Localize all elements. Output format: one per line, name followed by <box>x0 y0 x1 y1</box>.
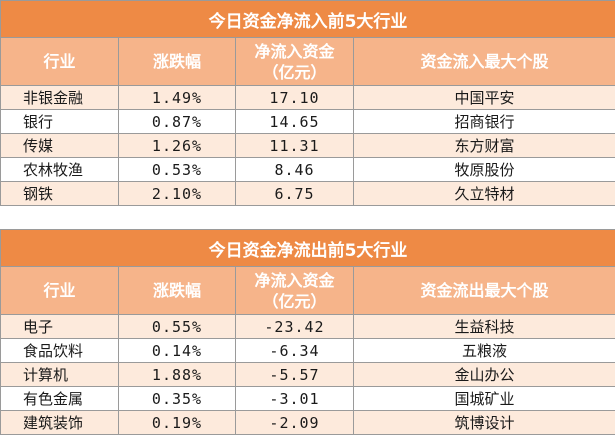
change-cell: 2.10% <box>118 181 236 206</box>
inflow-title: 今日资金净流入前5大行业 <box>0 0 615 38</box>
table-row: 农林牧渔 0.53% 8.46 牧原股份 <box>0 157 615 182</box>
top-stock-cell: 中国平安 <box>352 85 615 110</box>
net-flow-cell: -2.09 <box>235 410 354 435</box>
net-flow-cell: -23.42 <box>235 314 354 339</box>
table-row: 电子 0.55% -23.42 生益科技 <box>0 314 615 339</box>
change-cell: 0.19% <box>118 410 236 435</box>
top-stock-cell: 生益科技 <box>352 314 615 339</box>
change-cell: 1.26% <box>118 133 236 158</box>
industry-cell: 传媒 <box>0 133 119 158</box>
inflow-table: 今日资金净流入前5大行业 行业 涨跌幅 净流入资金 （亿元） 资金流入最大个股 … <box>0 0 615 206</box>
inflow-title-row: 今日资金净流入前5大行业 <box>0 0 615 38</box>
net-flow-cell: 8.46 <box>235 157 354 182</box>
industry-cell: 计算机 <box>0 362 119 387</box>
net-flow-cell: 14.65 <box>235 109 354 134</box>
net-flow-cell: -6.34 <box>235 338 354 363</box>
outflow-table-body: 今日资金净流出前5大行业 行业 涨跌幅 净流入资金 （亿元） 资金流出最大个股 … <box>0 229 615 435</box>
top-stock-cell: 久立特材 <box>352 181 615 206</box>
inflow-header-net-line2: （亿元） <box>262 62 327 82</box>
change-cell: 0.55% <box>118 314 236 339</box>
inflow-header-net: 净流入资金 （亿元） <box>235 37 354 86</box>
outflow-header-net-line2: （亿元） <box>262 291 327 311</box>
table-row: 钢铁 2.10% 6.75 久立特材 <box>0 181 615 206</box>
net-flow-cell: -3.01 <box>235 386 354 411</box>
industry-cell: 农林牧渔 <box>0 157 119 182</box>
outflow-header-industry: 行业 <box>0 266 119 315</box>
change-cell: 1.49% <box>118 85 236 110</box>
table-row: 非银金融 1.49% 17.10 中国平安 <box>0 85 615 110</box>
outflow-header-net-line1: 净流入资金 <box>254 270 335 290</box>
industry-cell: 建筑装饰 <box>0 410 119 435</box>
inflow-header-top-stock: 资金流入最大个股 <box>352 37 615 86</box>
industry-cell: 电子 <box>0 314 119 339</box>
top-stock-cell: 国城矿业 <box>352 386 615 411</box>
top-stock-cell: 招商银行 <box>352 109 615 134</box>
inflow-header-industry: 行业 <box>0 37 119 86</box>
net-flow-cell: 17.10 <box>235 85 354 110</box>
outflow-title: 今日资金净流出前5大行业 <box>0 229 615 267</box>
top-stock-cell: 五粮液 <box>352 338 615 363</box>
table-row: 传媒 1.26% 11.31 东方财富 <box>0 133 615 158</box>
industry-cell: 有色金属 <box>0 386 119 411</box>
top-stock-cell: 金山办公 <box>352 362 615 387</box>
inflow-table-body: 今日资金净流入前5大行业 行业 涨跌幅 净流入资金 （亿元） 资金流入最大个股 … <box>0 0 615 206</box>
change-cell: 0.35% <box>118 386 236 411</box>
outflow-header-top-stock: 资金流出最大个股 <box>352 266 615 315</box>
industry-cell: 钢铁 <box>0 181 119 206</box>
top-stock-cell: 东方财富 <box>352 133 615 158</box>
top-stock-cell: 牧原股份 <box>352 157 615 182</box>
outflow-header-row: 行业 涨跌幅 净流入资金 （亿元） 资金流出最大个股 <box>0 266 615 315</box>
net-flow-cell: 11.31 <box>235 133 354 158</box>
table-row: 有色金属 0.35% -3.01 国城矿业 <box>0 386 615 411</box>
change-cell: 0.87% <box>118 109 236 134</box>
outflow-header-net: 净流入资金 （亿元） <box>235 266 354 315</box>
top-stock-cell: 筑博设计 <box>352 410 615 435</box>
table-row: 计算机 1.88% -5.57 金山办公 <box>0 362 615 387</box>
industry-cell: 食品饮料 <box>0 338 119 363</box>
industry-cell: 银行 <box>0 109 119 134</box>
table-row: 食品饮料 0.14% -6.34 五粮液 <box>0 338 615 363</box>
net-flow-cell: 6.75 <box>235 181 354 206</box>
change-cell: 0.14% <box>118 338 236 363</box>
table-row: 建筑装饰 0.19% -2.09 筑博设计 <box>0 410 615 435</box>
change-cell: 1.88% <box>118 362 236 387</box>
table-row: 银行 0.87% 14.65 招商银行 <box>0 109 615 134</box>
change-cell: 0.53% <box>118 157 236 182</box>
inflow-header-change: 涨跌幅 <box>118 37 236 86</box>
outflow-title-row: 今日资金净流出前5大行业 <box>0 229 615 267</box>
inflow-header-row: 行业 涨跌幅 净流入资金 （亿元） 资金流入最大个股 <box>0 37 615 86</box>
net-flow-cell: -5.57 <box>235 362 354 387</box>
outflow-table: 今日资金净流出前5大行业 行业 涨跌幅 净流入资金 （亿元） 资金流出最大个股 … <box>0 229 615 435</box>
inflow-header-net-line1: 净流入资金 <box>254 41 335 61</box>
outflow-header-change: 涨跌幅 <box>118 266 236 315</box>
industry-cell: 非银金融 <box>0 85 119 110</box>
